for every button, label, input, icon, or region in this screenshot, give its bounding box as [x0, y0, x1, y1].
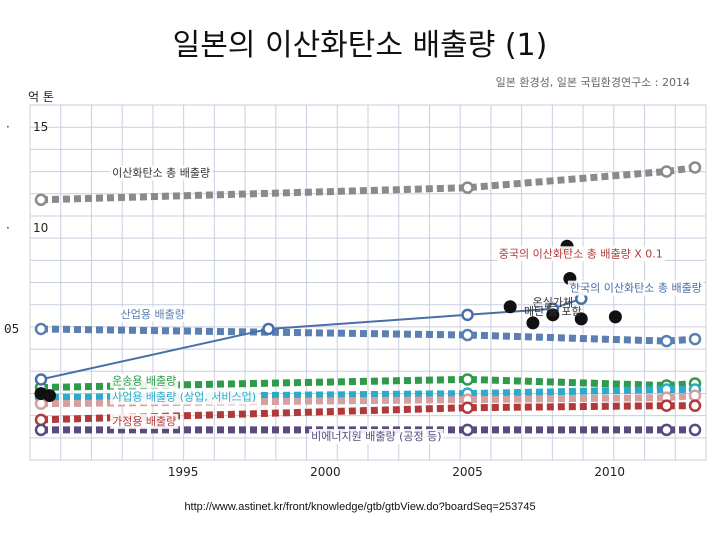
- series-label-bg: [309, 429, 444, 444]
- data-point: [688, 399, 702, 412]
- x-tick-label: 2000: [310, 465, 341, 479]
- data-point: [262, 322, 275, 336]
- data-point: [688, 332, 702, 346]
- series-label-bg: [110, 389, 259, 405]
- source-credit: 일본 환경성, 일본 국립환경연구소 : 2014: [495, 76, 690, 89]
- series-label-bg: [110, 165, 213, 181]
- annotation-label: 메탄 등 포함: [524, 305, 582, 318]
- data-point: [34, 397, 48, 410]
- y-tick-label: 10: [33, 221, 48, 235]
- x-tick-label: 1995: [168, 465, 199, 479]
- y-tick-label: 05: [4, 322, 19, 336]
- data-point: [688, 423, 702, 437]
- data-point: [503, 300, 517, 314]
- data-point: [461, 401, 474, 414]
- series-label: 이산화탄소 총 배출량: [112, 167, 210, 180]
- series-label: 비에너지원 배출량 (공정 등): [311, 430, 441, 443]
- series-line: [40, 375, 696, 391]
- series-label-bg: [110, 413, 179, 429]
- data-point: [461, 373, 474, 386]
- data-point: [660, 399, 673, 412]
- annotation-label: 온실가체: [533, 296, 573, 309]
- series-label: 산업용 배출량: [121, 308, 185, 321]
- series-label-bg: [118, 306, 187, 322]
- y-tick-mark: ·: [6, 120, 10, 134]
- data-point: [461, 328, 474, 342]
- series-line: [40, 164, 696, 204]
- data-point: [43, 389, 57, 403]
- data-point: [34, 373, 48, 386]
- data-point: [34, 423, 48, 437]
- data-point: [608, 310, 622, 324]
- series-label: 한국의 이산화탄소 총 배출량: [570, 282, 702, 295]
- x-tick-label: 2005: [452, 465, 483, 479]
- data-point: [660, 334, 673, 348]
- data-point: [546, 308, 560, 322]
- series-label-bg: [496, 246, 665, 262]
- x-tick-label: 2010: [594, 465, 625, 479]
- series-label: 운송용 배출량: [112, 374, 176, 387]
- source-url[interactable]: http://www.astinet.kr/front/knowledge/gt…: [184, 501, 536, 513]
- data-point: [461, 423, 474, 437]
- data-point: [526, 316, 540, 330]
- data-point: [34, 322, 48, 336]
- data-point: [574, 312, 588, 326]
- data-point: [34, 413, 48, 427]
- y-axis-label: 억 톤: [28, 90, 54, 104]
- data-point: [688, 161, 702, 174]
- page-title: 일본의 이산화탄소 배출량 (1): [172, 28, 548, 63]
- y-tick-mark: ·: [6, 322, 10, 336]
- y-tick-mark: ·: [6, 221, 10, 235]
- data-point: [660, 423, 673, 437]
- data-point: [688, 389, 702, 402]
- series-label-bg: [110, 373, 179, 389]
- data-point: [461, 308, 474, 322]
- series-label: 가정용 배출량: [112, 415, 176, 428]
- series-line: [40, 402, 695, 424]
- data-point: [34, 193, 48, 207]
- series-label: 사업용 배출량 (상업, 서비스업): [112, 391, 256, 404]
- series-label-bg: [567, 280, 704, 296]
- data-point: [660, 165, 673, 178]
- data-point: [461, 181, 474, 194]
- series-label: 중국의 이산화탄소 총 배출량 X 0.1: [499, 247, 663, 260]
- y-tick-label: 15: [33, 120, 48, 134]
